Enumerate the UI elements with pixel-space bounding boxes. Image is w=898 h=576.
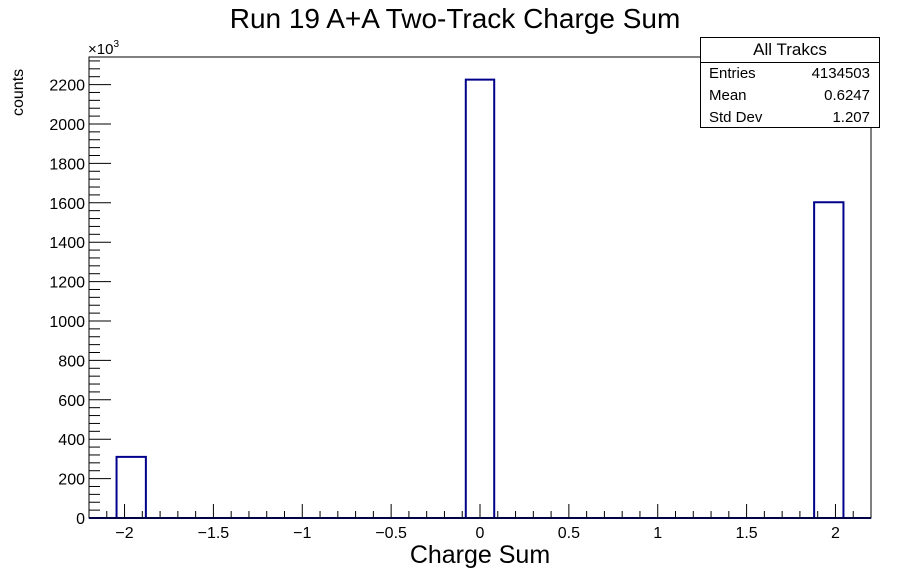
stats-label: Mean	[709, 87, 747, 104]
stats-label: Entries	[709, 65, 756, 82]
x-tick-label: −1	[293, 525, 311, 542]
x-tick-label: −2	[115, 525, 133, 542]
stats-box: All Trakcs Entries 4134503 Mean 0.6247 S…	[700, 37, 880, 128]
y-axis-label: counts	[10, 69, 27, 116]
y-tick-label: 2200	[49, 78, 85, 95]
stats-row-mean: Mean 0.6247	[701, 85, 879, 107]
y-tick-label: 2000	[49, 117, 85, 134]
stats-value: 0.6247	[824, 87, 870, 104]
y-tick-label: 1200	[49, 275, 85, 292]
stats-box-title: All Trakcs	[701, 38, 879, 63]
y-tick-label: 1400	[49, 235, 85, 252]
y-tick-label: 1800	[49, 156, 85, 173]
y-axis-multiplier-base: ×10	[88, 41, 113, 58]
x-tick-label: 1	[653, 525, 662, 542]
histogram-bars	[89, 78, 871, 519]
x-tick-label: 0	[476, 525, 485, 542]
y-tick-label: 0	[76, 511, 85, 528]
y-tick-label: 1000	[49, 314, 85, 331]
x-axis-ticks: −2 −1.5 −1 −0.5 0 0.5 1 1.5 2	[88, 504, 872, 542]
y-axis-multiplier-exponent: 3	[113, 39, 119, 50]
y-axis-multiplier: ×103	[88, 39, 119, 58]
x-tick-label: −1.5	[198, 525, 230, 542]
stats-row-stddev: Std Dev 1.207	[701, 107, 879, 129]
histogram-bar-1	[464, 78, 496, 518]
x-axis-label: Charge Sum	[410, 541, 550, 569]
y-axis-ticks: 0 200 400 600 800 1000 1200 1400 1600 1800 2000 220…	[49, 60, 111, 528]
x-tick-label: 0.5	[558, 525, 580, 542]
stats-label: Std Dev	[709, 109, 763, 126]
y-tick-label: 200	[58, 472, 85, 489]
y-tick-label: 1600	[49, 196, 85, 213]
histogram-bar-0	[115, 455, 147, 518]
stats-value: 1.207	[832, 109, 870, 126]
chart-title: Run 19 A+A Two-Track Charge Sum	[230, 3, 681, 34]
histogram-bar-2	[813, 201, 845, 518]
y-tick-label: 800	[58, 353, 85, 370]
x-tick-label: 1.5	[735, 525, 757, 542]
stats-row-entries: Entries 4134503	[701, 63, 879, 85]
y-tick-label: 600	[58, 393, 85, 410]
y-tick-label: 400	[58, 432, 85, 449]
x-tick-label: 2	[831, 525, 840, 542]
x-tick-label: −0.5	[375, 525, 407, 542]
stats-value: 4134503	[811, 65, 870, 82]
